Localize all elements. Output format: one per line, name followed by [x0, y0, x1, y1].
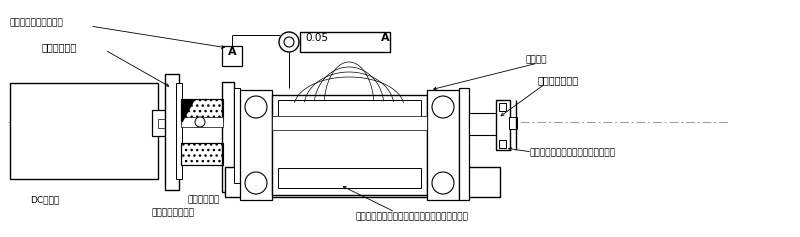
- Bar: [496, 100, 510, 150]
- Circle shape: [279, 32, 299, 52]
- Circle shape: [432, 96, 454, 118]
- Bar: [459, 88, 469, 200]
- Text: A: A: [228, 47, 236, 57]
- Bar: [499, 140, 506, 148]
- Bar: [469, 113, 499, 135]
- Circle shape: [432, 172, 454, 194]
- Bar: [427, 90, 459, 200]
- Circle shape: [245, 96, 267, 118]
- Text: ウォーム回転軸: ウォーム回転軸: [538, 75, 579, 85]
- Text: ウォーム: ウォーム: [525, 55, 546, 64]
- Bar: [278, 168, 421, 188]
- Bar: [181, 143, 223, 165]
- Bar: [240, 90, 272, 200]
- Text: モータ回転軸: モータ回転軸: [42, 42, 78, 52]
- Bar: [222, 82, 234, 192]
- Text: 0.05: 0.05: [305, 33, 328, 43]
- Bar: [278, 100, 421, 122]
- Bar: [300, 32, 390, 52]
- Bar: [181, 99, 223, 121]
- Polygon shape: [182, 100, 194, 122]
- Text: ウォーム回転案内ボールベアリング取り付け穴: ウォーム回転案内ボールベアリング取り付け穴: [355, 212, 468, 221]
- Bar: [234, 88, 240, 183]
- Bar: [158, 119, 170, 128]
- Circle shape: [195, 117, 205, 127]
- Bar: [272, 116, 427, 130]
- Text: カップリング: カップリング: [188, 195, 220, 204]
- Circle shape: [284, 37, 294, 47]
- Bar: [499, 103, 506, 111]
- Text: ウォーム回転支持ボールベアリング: ウォーム回転支持ボールベアリング: [530, 148, 616, 157]
- Text: モータ取り付け台: モータ取り付け台: [152, 208, 195, 217]
- Bar: [10, 83, 158, 179]
- Text: DCモータ: DCモータ: [30, 195, 59, 204]
- Text: A: A: [381, 33, 390, 43]
- Bar: [272, 95, 427, 195]
- Bar: [222, 46, 242, 66]
- Bar: [181, 117, 223, 127]
- Bar: [176, 83, 182, 179]
- Bar: [509, 117, 517, 129]
- Text: フランジインロ固定穴: フランジインロ固定穴: [10, 18, 64, 27]
- Bar: [181, 143, 223, 165]
- Circle shape: [245, 172, 267, 194]
- Bar: [225, 167, 500, 197]
- Bar: [181, 99, 223, 121]
- Bar: [165, 74, 179, 190]
- Bar: [152, 110, 170, 136]
